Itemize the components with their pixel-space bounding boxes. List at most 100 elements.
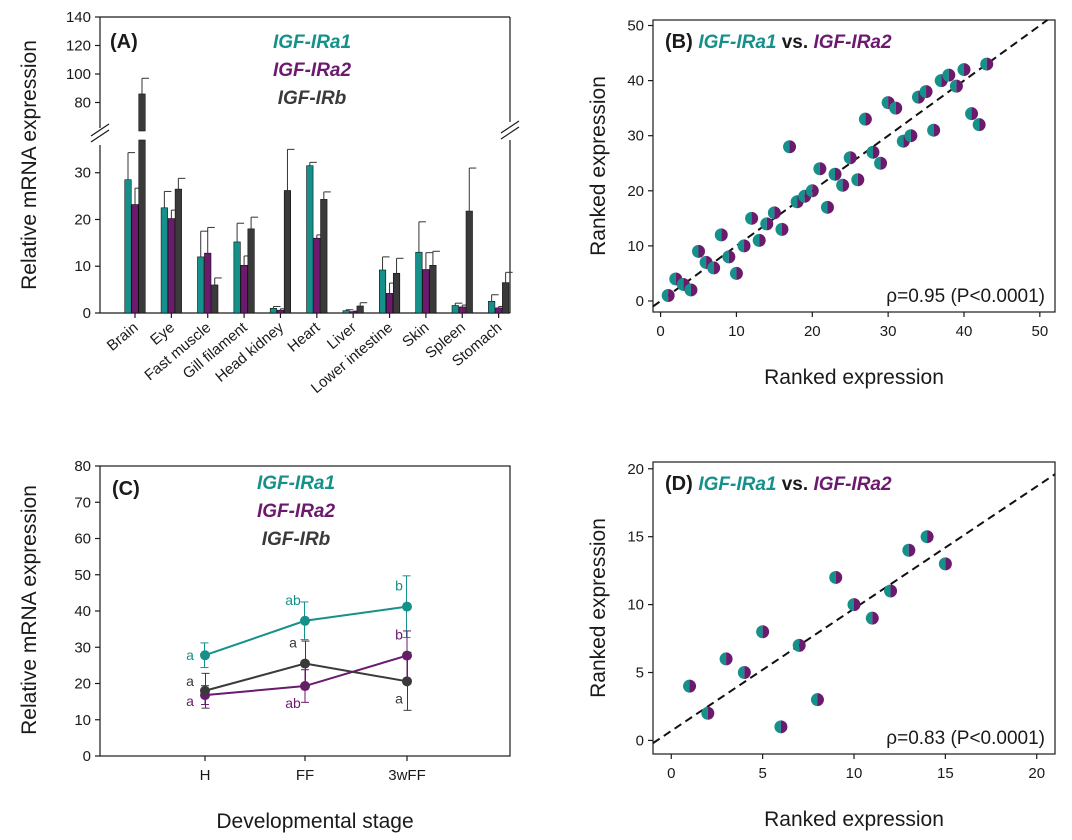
point-half-a2 (668, 288, 675, 302)
point-half-a1 (661, 288, 669, 302)
data-point (200, 685, 210, 696)
panel-label: (D) (665, 473, 698, 495)
correlation-annotation: ρ=0.95 (P<0.0001) (886, 286, 1045, 307)
panel-label: (B) (665, 31, 698, 53)
point-half-a2 (872, 611, 879, 625)
point-half-a2 (880, 156, 888, 170)
y-tick-label: 70 (74, 494, 91, 511)
point-half-a2 (812, 184, 819, 198)
y-tick-label: 20 (74, 211, 91, 228)
bar (313, 237, 321, 314)
bar (465, 210, 473, 314)
point-half-a1 (805, 184, 813, 198)
data-point (737, 666, 751, 680)
point-half-a2 (759, 233, 766, 247)
bar (451, 305, 459, 314)
bar (415, 251, 423, 314)
point-half-a1 (865, 611, 873, 625)
data-point (904, 129, 918, 143)
y-tick-label: 60 (74, 531, 91, 548)
bar (502, 282, 510, 314)
point-half-a1 (902, 543, 909, 557)
x-tick-label: 30 (880, 323, 897, 340)
point-half-a2 (789, 140, 797, 154)
title-series1: IGF-IRa1 (698, 32, 781, 53)
point-half-a1 (752, 233, 760, 247)
x-tick-label: 20 (1028, 765, 1045, 782)
point-half-a2 (842, 178, 850, 192)
bar (283, 190, 292, 314)
point-half-a2 (835, 167, 842, 181)
point-half-a2 (744, 239, 751, 253)
x-axis-title: Developmental stage (216, 810, 413, 833)
x-axis-title: Ranked expression (764, 366, 944, 389)
bar (495, 307, 503, 314)
point-half-a2 (908, 543, 916, 557)
data-point (874, 156, 888, 170)
point-half-a2 (819, 162, 827, 176)
data-point (843, 151, 857, 165)
y-tick-label: 5 (636, 665, 644, 682)
title-vs: vs. (782, 474, 814, 495)
point-half-a2 (956, 79, 963, 93)
legend-entry: IGF-IRa2 (273, 60, 352, 81)
y-tick-label: 0 (636, 293, 644, 310)
data-point (300, 658, 310, 669)
data-point (938, 557, 952, 571)
point-half-a1 (813, 162, 820, 176)
data-point (865, 611, 879, 625)
axis-break-mark (90, 123, 110, 137)
significance-letter: a (395, 690, 403, 706)
data-point (889, 101, 903, 115)
data-point (402, 676, 412, 687)
x-tick-label: Brain (104, 319, 142, 355)
panel-b: 0 10 20 30 40 50 0 10 20 30 40 50 Ranked expression R… (587, 18, 1056, 389)
point-half-a1 (701, 706, 708, 720)
axis-break-mark (500, 120, 520, 134)
point-half-a1 (920, 530, 928, 544)
point-half-a1 (775, 222, 782, 236)
point-half-a1 (884, 584, 891, 598)
bar (392, 272, 401, 314)
legend-entry: IGF-IRa2 (257, 501, 336, 522)
y-tick-label: 80 (74, 458, 91, 475)
point-half-a2 (971, 107, 979, 121)
data-point (402, 601, 412, 612)
bar (276, 309, 285, 314)
panel-title: (B) IGF-IRa1 vs. IGF-IRa2 (665, 31, 892, 53)
point-half-a1 (684, 283, 691, 297)
bar (131, 204, 139, 314)
point-half-a2 (762, 625, 770, 639)
point-half-a1 (851, 173, 858, 187)
data-point (810, 693, 824, 707)
x-tick-label: 15 (937, 765, 954, 782)
data-point (858, 112, 872, 126)
bar (458, 306, 466, 314)
point-half-a1 (836, 178, 843, 192)
point-half-a1 (843, 151, 851, 165)
point-half-a1 (676, 277, 684, 291)
point-half-a2 (689, 679, 697, 693)
y-tick-label: 10 (74, 712, 91, 729)
point-half-a2 (736, 266, 743, 280)
data-point (737, 239, 751, 253)
point-half-a2 (948, 68, 956, 82)
point-half-a2 (857, 173, 865, 187)
bar (174, 188, 182, 314)
y-tick-label: 0 (83, 748, 91, 765)
y-tick-label: 20 (74, 676, 91, 693)
point-half-a2 (927, 530, 934, 544)
y-tick-label: 140 (66, 9, 91, 26)
panel-label: (A) (110, 31, 138, 53)
data-point (200, 650, 210, 661)
point-half-a1 (737, 666, 745, 680)
legend-entry: IGF-IRb (278, 88, 347, 109)
panel-c: 0 10 20 30 40 50 60 70 80 H FF 3wFF Developmental st… (18, 458, 511, 833)
data-point (965, 107, 979, 121)
point-half-a1 (810, 693, 818, 707)
data-point (949, 79, 963, 93)
data-point (692, 244, 706, 258)
data-point (300, 615, 310, 626)
data-point (701, 706, 715, 720)
y-axis-title: Ranked expression (587, 76, 610, 256)
